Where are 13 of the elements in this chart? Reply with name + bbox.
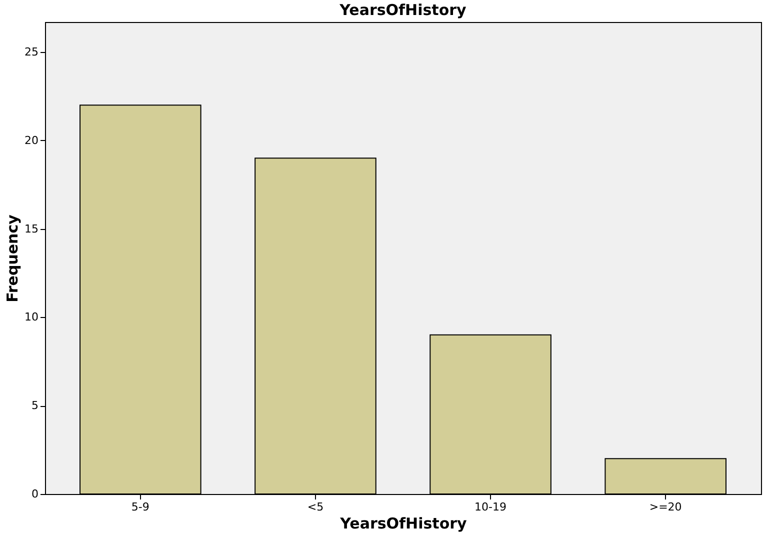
- y-tick-label: 15: [24, 222, 38, 236]
- x-axis-title: YearsOfHistory: [339, 514, 468, 532]
- y-tick-label: 0: [32, 488, 38, 500]
- x-tick-label: 5-9: [131, 500, 150, 514]
- x-tick-label: <5: [307, 500, 324, 514]
- y-tick-label: 10: [24, 310, 38, 324]
- y-tick-label: 25: [24, 46, 38, 59]
- x-tick-label: >=20: [649, 500, 682, 514]
- y-tick-label: 5: [32, 399, 38, 412]
- x-tick-label: 10-19: [474, 500, 507, 514]
- y-tick-label: 20: [24, 134, 38, 147]
- chart-title: YearsOfHistory: [338, 1, 467, 19]
- y-axis-title: Frequency: [4, 214, 22, 302]
